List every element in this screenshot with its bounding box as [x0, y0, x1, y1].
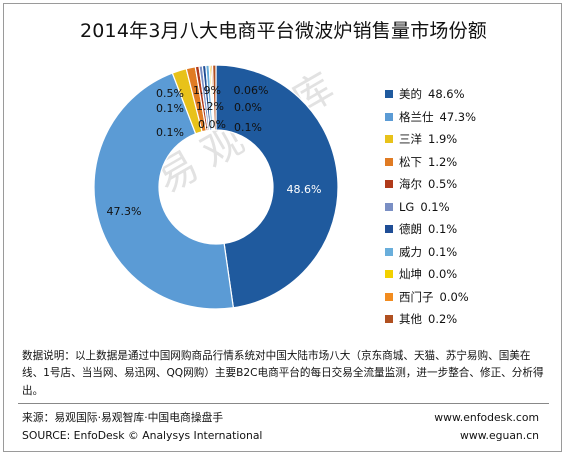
pie-data-label-9: 0.0% [234, 101, 262, 114]
legend-item-9: 西门子 0.0% [385, 286, 476, 309]
legend-swatch [385, 292, 393, 301]
pie-slice-0 [215, 64, 339, 309]
legend-swatch [385, 157, 393, 166]
legend-item-0: 美的 48.6% [385, 83, 476, 106]
site-eguan[interactable]: www.eguan.cn [460, 429, 539, 442]
legend-swatch [385, 247, 393, 256]
pie-data-label-2: 1.9% [193, 84, 221, 97]
legend-value: 48.6% [428, 87, 465, 102]
legend-value: 0.0% [428, 267, 458, 282]
pie-slice-1 [93, 72, 235, 310]
legend-item-2: 三洋 1.9% [385, 128, 476, 151]
legend-swatch [385, 90, 393, 99]
chart-frame: 2014年3月八大电商平台微波炉销售量市场份额 易观智库 48.6%47.3%1… [3, 3, 562, 452]
legend-label: 西门子 [399, 289, 434, 304]
legend-value: 47.3% [439, 109, 477, 124]
legend-label: 三洋 [399, 132, 422, 147]
site-enfodesk[interactable]: www.enfodesk.com [434, 411, 539, 424]
legend-item-1: 格兰仕 47.3% [385, 106, 476, 129]
legend-swatch [385, 202, 393, 211]
legend-item-7: 威力 0.1% [385, 241, 476, 264]
legend-label: 海尔 [399, 177, 422, 192]
legend-value: 0.1% [420, 199, 450, 214]
pie-data-label-6: 0.1% [156, 126, 184, 139]
legend-swatch [385, 112, 393, 121]
pie-data-label-8: 0.0% [198, 118, 226, 131]
source-block: 来源：易观国际·易观智库·中国电商操盘手 SOURCE: EnfoDesk © … [22, 409, 262, 445]
data-note: 数据说明：以上数据是通过中国网购商品行情系统对中国大陆市场八大（京东商城、天猫、… [22, 350, 544, 397]
legend-label: 灿坤 [399, 267, 422, 282]
legend-value: 0.5% [428, 177, 458, 192]
legend-label: LG [399, 199, 415, 214]
legend-label: 松下 [399, 154, 422, 169]
legend-swatch [385, 135, 393, 144]
pie-data-label-1: 47.3% [107, 205, 142, 218]
legend-item-8: 灿坤 0.0% [385, 263, 476, 286]
pie-slice-10 [211, 64, 217, 131]
pie-data-label-0: 48.6% [287, 183, 322, 196]
pie-data-label-7: 0.1% [234, 121, 262, 134]
legend-item-10: 其他 0.2% [385, 308, 476, 331]
legend-label: 格兰仕 [399, 109, 434, 124]
pie-chart: 48.6% 47.3% 1.9% 1.2% 0.5% 0.1% 0.1% 0.1% 0.0% 0.… [93, 64, 339, 310]
source-sites: www.enfodesk.com www.eguan.cn [434, 409, 539, 445]
legend-label: 其他 [399, 312, 422, 327]
source-line-en: SOURCE: EnfoDesk © Analysys Internationa… [22, 429, 263, 442]
legend-value: 0.0% [439, 289, 469, 304]
legend-swatch [385, 180, 393, 189]
pie-data-label-5: 0.1% [156, 102, 184, 115]
legend-item-5: LG 0.1% [385, 196, 476, 219]
legend-value: 1.9% [428, 132, 458, 147]
legend-swatch [385, 270, 393, 279]
legend-item-3: 松下 1.2% [385, 151, 476, 174]
legend-value: 1.2% [428, 154, 458, 169]
legend-item-6: 德朗 0.1% [385, 218, 476, 241]
legend-swatch [385, 225, 393, 234]
legend-value: 0.1% [428, 222, 458, 237]
legend-value: 0.1% [428, 244, 458, 259]
legend-swatch [385, 315, 393, 324]
divider [18, 403, 549, 404]
pie-data-label-3: 1.2% [196, 100, 224, 113]
legend-label: 美的 [399, 87, 422, 102]
chart-title: 2014年3月八大电商平台微波炉销售量市场份额 [79, 20, 488, 42]
legend-item-4: 海尔 0.5% [385, 173, 476, 196]
legend-label: 威力 [399, 244, 422, 259]
legend-label: 德朗 [399, 222, 422, 237]
legend-value: 0.2% [428, 312, 458, 327]
pie-data-label-4: 0.5% [156, 87, 184, 100]
source-line-cn: 来源：易观国际·易观智库·中国电商操盘手 [22, 411, 224, 424]
pie-data-label-10: 0.06% [234, 84, 269, 97]
chart-legend: 美的 48.6% 格兰仕 47.3% 三洋 1.9% 松下 1.2% 海尔 0.5% LG 0.1% 德… [385, 83, 476, 331]
